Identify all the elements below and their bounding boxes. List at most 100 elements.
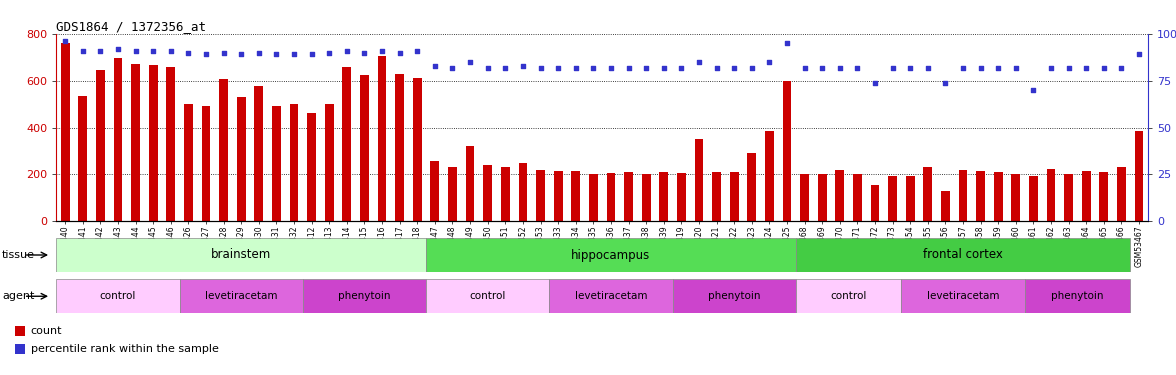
Point (813, 64, 831, 70)
Bar (501, 167, 509, 221)
Bar (56, 238, 426, 272)
Text: agent: agent (2, 291, 34, 301)
Bar (289, 104, 299, 221)
Point (619, 64, 637, 70)
Bar (589, 174, 597, 221)
Bar (342, 67, 352, 221)
Point (196, 51, 215, 57)
Bar (747, 153, 756, 221)
Bar (660, 172, 668, 221)
Point (1007, 64, 1025, 70)
Bar (377, 56, 387, 221)
Point (866, 80, 884, 86)
Bar (360, 75, 369, 221)
Point (479, 64, 497, 70)
Bar (114, 58, 122, 221)
Bar (870, 185, 880, 221)
Bar (483, 165, 492, 221)
Text: frontal cortex: frontal cortex (923, 249, 1003, 261)
Bar (817, 174, 827, 221)
Point (971, 64, 990, 70)
Point (584, 64, 603, 70)
Point (108, 46, 127, 52)
Text: phenytoin: phenytoin (708, 291, 761, 301)
Bar (430, 162, 440, 221)
Text: control: control (100, 291, 136, 301)
Bar (466, 146, 474, 221)
Point (514, 63, 533, 69)
Point (689, 59, 708, 65)
Point (1060, 64, 1078, 70)
Point (408, 48, 427, 54)
Point (918, 64, 937, 70)
Text: phenytoin: phenytoin (339, 291, 390, 301)
Bar (1047, 168, 1055, 221)
Bar (888, 176, 897, 221)
Bar (713, 172, 721, 221)
Point (390, 50, 409, 55)
Bar (835, 170, 844, 221)
Bar (976, 171, 985, 221)
Bar (132, 64, 140, 221)
Bar (607, 173, 615, 221)
Bar (307, 113, 316, 221)
Point (285, 51, 303, 57)
Point (549, 64, 568, 70)
Text: tissue: tissue (1, 250, 34, 260)
Point (1130, 51, 1149, 57)
Point (532, 64, 550, 70)
Point (777, 40, 796, 46)
Bar (180, 279, 303, 313)
Bar (448, 167, 457, 221)
Bar (1135, 131, 1143, 221)
Bar (796, 238, 1130, 272)
Point (883, 64, 902, 70)
Bar (642, 174, 650, 221)
Text: percentile rank within the sample: percentile rank within the sample (31, 345, 219, 354)
Point (355, 50, 374, 55)
Point (91, 48, 109, 54)
Bar (782, 81, 791, 221)
Point (179, 50, 198, 55)
Point (567, 64, 586, 70)
Bar (1082, 171, 1090, 221)
Bar (1064, 174, 1073, 221)
Bar (677, 173, 686, 221)
Point (1077, 64, 1096, 70)
Bar (219, 80, 228, 221)
Bar (519, 163, 527, 221)
Bar (254, 87, 263, 221)
Text: levetiracetam: levetiracetam (927, 291, 1000, 301)
Bar (624, 172, 633, 221)
Bar (167, 67, 175, 221)
Bar (549, 279, 673, 313)
Bar (185, 104, 193, 221)
Point (795, 64, 814, 70)
Bar (554, 171, 562, 221)
Point (443, 64, 462, 70)
Bar (796, 279, 901, 313)
Bar (325, 104, 334, 221)
Point (830, 64, 849, 70)
Point (373, 48, 392, 54)
Text: control: control (469, 291, 506, 301)
Point (724, 64, 743, 70)
Text: levetiracetam: levetiracetam (575, 291, 647, 301)
Point (126, 48, 145, 54)
Point (671, 64, 690, 70)
Bar (994, 172, 1003, 221)
Point (249, 50, 268, 55)
Bar (1011, 174, 1020, 221)
Bar (61, 43, 69, 221)
Text: GDS1864 / 1372356_at: GDS1864 / 1372356_at (56, 20, 207, 33)
Point (601, 64, 620, 70)
Point (143, 48, 162, 54)
Bar (395, 74, 405, 221)
Bar (1117, 167, 1125, 221)
Bar (923, 167, 933, 221)
Point (954, 64, 973, 70)
Bar (764, 131, 774, 221)
Point (320, 50, 339, 55)
Point (654, 64, 673, 70)
Bar (800, 174, 809, 221)
